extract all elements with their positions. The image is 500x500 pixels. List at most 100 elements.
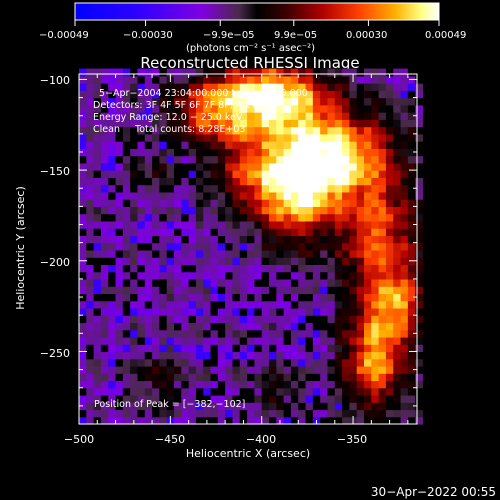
heatmap-cell <box>108 257 117 266</box>
heatmap-cell <box>195 300 204 309</box>
heatmap-cell <box>93 322 102 331</box>
heatmap-cell <box>166 351 175 360</box>
heatmap-cell <box>195 235 204 244</box>
heatmap-cell <box>312 278 321 287</box>
heatmap-cell <box>342 416 350 425</box>
heatmap-cell <box>327 119 336 128</box>
heatmap-cell <box>254 264 263 273</box>
heatmap-cell <box>203 278 212 287</box>
heatmap-cell <box>108 177 117 186</box>
heatmap-cell <box>79 380 87 389</box>
heatmap-cell <box>320 228 329 236</box>
heatmap-cell <box>276 307 285 316</box>
heatmap-cell <box>188 329 197 338</box>
heatmap-cell <box>225 300 234 309</box>
heatmap-cell <box>385 68 394 77</box>
heatmap-cell <box>232 177 241 186</box>
heatmap-cell <box>334 344 343 353</box>
heatmap-cell <box>122 336 131 345</box>
heatmap-cell <box>349 380 358 389</box>
heatmap-cell <box>312 206 321 215</box>
heatmap-cell <box>225 409 234 418</box>
heatmap-cell <box>195 220 204 229</box>
heatmap-cell <box>232 351 241 360</box>
heatmap-cell <box>166 257 175 266</box>
heatmap-cell <box>122 126 131 135</box>
heatmap-cell <box>239 75 248 84</box>
heatmap-cell <box>86 148 95 157</box>
heatmap-cell <box>356 155 365 164</box>
heatmap-cell <box>415 97 424 106</box>
heatmap-cell <box>312 220 321 229</box>
heatmap-cell <box>232 220 241 229</box>
heatmap-cell <box>108 184 117 193</box>
heatmap-cell <box>152 387 160 396</box>
heatmap-cell <box>159 242 168 251</box>
heatmap-cell <box>239 373 248 382</box>
heatmap-cell <box>378 373 387 382</box>
heatmap-cell <box>166 112 175 120</box>
heatmap-cell <box>261 97 270 106</box>
heatmap-cell <box>86 322 95 331</box>
heatmap-cell <box>261 394 270 403</box>
heatmap-cell <box>269 336 277 345</box>
heatmap-cell <box>247 220 255 229</box>
heatmap-cell <box>305 141 314 149</box>
heatmap-cell <box>115 162 124 171</box>
heatmap-cell <box>261 257 270 266</box>
heatmap-cell <box>283 249 292 258</box>
heatmap-cell <box>210 336 219 345</box>
heatmap-cell <box>385 220 394 229</box>
heatmap-cell <box>115 271 124 280</box>
heatmap-cell <box>239 249 248 258</box>
heatmap-cell <box>100 409 109 418</box>
heatmap-cell <box>159 119 168 128</box>
heatmap-cell <box>115 351 124 360</box>
heatmap-cell <box>108 380 117 389</box>
heatmap-cell <box>400 351 409 360</box>
heatmap-cell <box>349 373 358 382</box>
heatmap-cell <box>115 286 124 295</box>
heatmap-cell <box>115 402 124 411</box>
heatmap-cell <box>378 162 387 171</box>
heatmap-cell <box>283 394 292 403</box>
heatmap-cell <box>349 300 358 309</box>
heatmap-cell <box>137 228 146 236</box>
heatmap-cell <box>86 170 95 178</box>
heatmap-cell <box>254 416 263 425</box>
heatmap-cell <box>122 257 131 266</box>
heatmap-cell <box>86 293 95 302</box>
heatmap-cell <box>225 184 234 193</box>
heatmap-cell <box>152 380 160 389</box>
heatmap-cell <box>181 380 190 389</box>
heatmap-cell <box>203 206 212 215</box>
heatmap-cell <box>364 387 372 396</box>
heatmap-cell <box>364 75 372 84</box>
heatmap-cell <box>210 387 219 396</box>
heatmap-cell <box>100 83 109 91</box>
heatmap-cell <box>122 104 131 113</box>
heatmap-cell <box>415 315 424 324</box>
heatmap-cell <box>115 228 124 236</box>
heatmap-cell <box>137 206 146 215</box>
heatmap-cell <box>217 155 226 164</box>
heatmap-cell <box>385 170 394 178</box>
heatmap-cell <box>247 307 255 316</box>
heatmap-cell <box>349 365 358 374</box>
heatmap-cell <box>305 402 314 411</box>
heatmap-cell <box>195 271 204 280</box>
heatmap-cell <box>152 206 160 215</box>
heatmap-cell <box>371 162 380 171</box>
heatmap-cell <box>364 112 372 120</box>
heatmap-cell <box>364 141 372 149</box>
heatmap-cell <box>115 75 124 84</box>
heatmap-cell <box>378 199 387 207</box>
heatmap-cell <box>334 104 343 113</box>
heatmap-cell <box>305 380 314 389</box>
heatmap-cell <box>122 387 131 396</box>
heatmap-cell <box>217 402 226 411</box>
heatmap-cell <box>356 380 365 389</box>
heatmap-cell <box>305 278 314 287</box>
heatmap-cell <box>290 155 299 164</box>
heatmap-cell <box>283 206 292 215</box>
